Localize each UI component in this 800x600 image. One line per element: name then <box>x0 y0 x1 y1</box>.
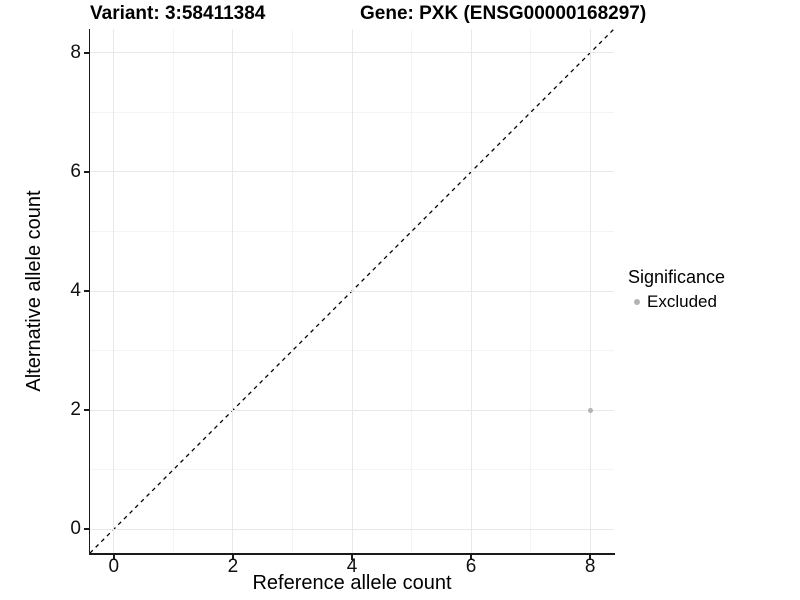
gridline-y-major <box>90 409 614 411</box>
y-tick-mark <box>83 52 89 54</box>
legend-item: Excluded <box>628 292 725 312</box>
x-tick-label: 4 <box>346 556 358 577</box>
gridline-y-major <box>90 171 614 173</box>
legend-title: Significance <box>628 267 726 287</box>
plot-panel <box>90 29 614 553</box>
x-axis-label: Reference allele count <box>252 572 452 594</box>
legend: Significance Excluded <box>628 267 725 312</box>
x-tick-mark <box>232 554 234 560</box>
x-tick-mark <box>470 554 472 560</box>
legend-point-icon <box>634 299 640 305</box>
y-tick-label: 2 <box>70 399 81 421</box>
legend-item-label: Excluded <box>647 292 717 311</box>
legend-items: Excluded <box>628 292 725 312</box>
x-tick-label: 6 <box>465 556 477 577</box>
y-tick-mark <box>83 171 89 173</box>
gridline-y-major <box>90 290 614 292</box>
x-tick-mark <box>351 554 353 560</box>
y-axis-line <box>88 29 90 554</box>
x-tick-mark <box>589 554 591 560</box>
x-tick-label: 0 <box>108 556 120 577</box>
y-tick-label: 0 <box>70 518 81 540</box>
y-tick-mark <box>83 409 89 411</box>
y-tick-label: 6 <box>70 160 81 182</box>
y-tick-label: 8 <box>70 41 81 63</box>
gridline-y-major <box>90 52 614 54</box>
y-tick-mark <box>83 528 89 530</box>
gridline-y-major <box>90 528 614 530</box>
y-tick-label: 4 <box>70 280 81 301</box>
data-point <box>587 407 593 413</box>
y-tick-mark <box>83 290 89 292</box>
x-tick-mark <box>113 554 115 560</box>
x-tick-label: 2 <box>227 556 239 577</box>
x-axis-line <box>88 553 615 555</box>
x-tick-label: 8 <box>584 556 596 577</box>
plot-title-gene: Gene: PXK (ENSG00000168297) <box>360 3 647 24</box>
plot-title-variant: Variant: 3:58411384 <box>90 3 266 24</box>
